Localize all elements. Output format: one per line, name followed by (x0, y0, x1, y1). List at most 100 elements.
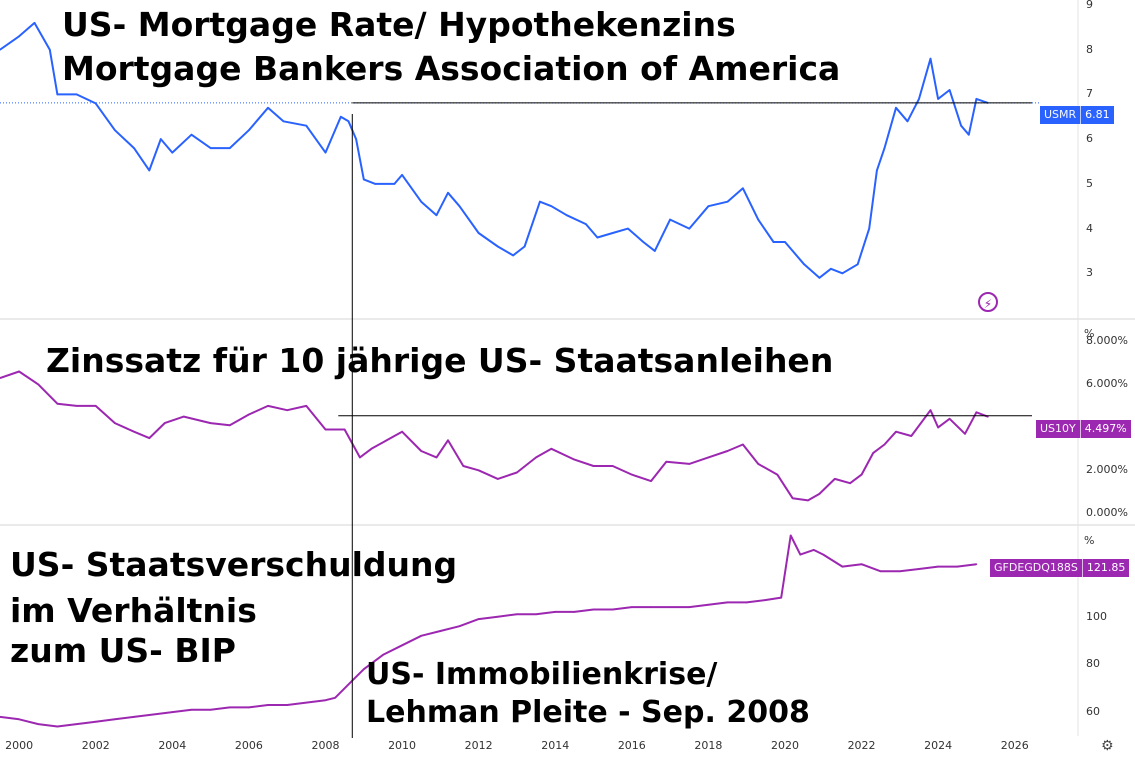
treasury-point (462, 465, 465, 467)
treasury-point (267, 405, 269, 407)
treasury-last-value: 4.497% (1079, 420, 1131, 438)
debt-point (190, 709, 193, 711)
treasury-point (860, 473, 863, 476)
debt-point (353, 677, 356, 680)
debt-point (401, 644, 403, 647)
treasury-point (516, 471, 518, 474)
mortgage-point (18, 35, 20, 38)
treasury-title: Zinssatz für 10 jährige US- Staatsanleih… (46, 341, 834, 380)
mortgage-y-tick: 6 (1086, 132, 1093, 146)
mortgage-y-tick: 3 (1086, 266, 1093, 280)
treasury-point (929, 409, 932, 412)
debt-point (707, 604, 710, 606)
debt-point (918, 568, 920, 570)
debt-point (535, 613, 537, 616)
debt-point (229, 706, 231, 709)
treasury-point (883, 443, 886, 446)
mortgage-point (282, 120, 285, 123)
treasury-point (447, 439, 449, 442)
flash-icon[interactable]: ⚡ (978, 292, 998, 312)
debt-point (343, 687, 346, 690)
mortgage-symbol: USMR (1044, 108, 1077, 121)
treasury-point (75, 405, 78, 407)
mortgage-series-line (0, 21, 989, 279)
mortgage-point (841, 272, 844, 275)
mortgage-point (883, 147, 886, 149)
debt-point (56, 725, 59, 728)
debt-y-tick: 60 (1086, 705, 1100, 719)
debt-point (458, 625, 461, 627)
mortgage-point (148, 169, 151, 172)
mortgage-point (539, 200, 541, 203)
x-tick-label: 2004 (158, 739, 187, 752)
treasury-point (964, 433, 966, 435)
mortgage-point (190, 133, 193, 136)
debt-point (324, 699, 327, 701)
treasury-point (631, 473, 633, 476)
treasury-point (535, 456, 537, 459)
treasury-y-tick: 6.000% (1086, 377, 1128, 391)
debt-point (799, 553, 802, 556)
treasury-point (834, 478, 836, 480)
mortgage-point (56, 93, 59, 96)
treasury-last-value-badge: US10Y 4.497% (1036, 420, 1131, 438)
settings-icon[interactable]: ⚙ (1101, 738, 1114, 754)
debt-symbol: GFDEGDQ188S (994, 561, 1078, 574)
x-tick-label: 2018 (694, 739, 723, 752)
mortgage-y-tick: 5 (1086, 176, 1093, 190)
mortgage-y-tick: 4 (1086, 221, 1093, 235)
debt-point (363, 668, 365, 670)
debt-point (937, 565, 939, 568)
treasury-point (895, 430, 897, 433)
treasury-point (948, 418, 951, 420)
treasury-point (435, 456, 438, 459)
mortgage-point (868, 227, 870, 230)
debt-point (975, 563, 978, 565)
treasury-point (0, 377, 1, 379)
treasury-point (573, 458, 576, 461)
debt-point (497, 615, 499, 618)
treasury-point (937, 426, 939, 429)
mortgage-point (611, 232, 614, 234)
mortgage-point (347, 120, 350, 123)
treasury-point (910, 435, 913, 437)
mortgage-point (654, 250, 656, 252)
mortgage-point (340, 116, 342, 118)
mortgage-point (726, 200, 729, 203)
x-tick-label: 2000 (5, 739, 34, 752)
debt-point (267, 704, 269, 706)
treasury-point (18, 370, 20, 373)
treasury-unit-label: % (1084, 327, 1095, 340)
debt-series-line (0, 534, 977, 728)
mortgage-point (33, 22, 36, 24)
x-tick-label: 2012 (464, 739, 493, 752)
treasury-point (791, 497, 794, 500)
debt-point (171, 711, 174, 713)
mortgage-point (435, 214, 438, 216)
mortgage-point (447, 192, 449, 194)
mortgage-point (477, 232, 480, 234)
treasury-point (550, 448, 553, 450)
x-tick-label: 2026 (1000, 739, 1029, 752)
treasury-point (248, 413, 250, 416)
mortgage-point (374, 183, 377, 185)
mortgage-last-value-badge: USMR 6.81 (1040, 106, 1114, 124)
treasury-point (385, 439, 388, 442)
mortgage-point (906, 120, 909, 123)
mortgage-point (401, 174, 403, 176)
debt-point (152, 713, 154, 716)
mortgage-point (420, 200, 423, 203)
treasury-point (56, 402, 59, 405)
treasury-point (324, 428, 327, 431)
x-tick-label: 2006 (234, 739, 263, 752)
treasury-point (592, 465, 595, 467)
mortgage-point (803, 263, 805, 266)
mortgage-point (114, 129, 116, 131)
debt-point (765, 599, 767, 601)
debt-point (899, 570, 901, 573)
treasury-point (183, 415, 185, 418)
mortgage-title-line-1: US- Mortgage Rate/ Hypothekenzins (62, 5, 736, 44)
mortgage-point (75, 93, 78, 96)
mortgage-point (918, 98, 920, 100)
debt-point (780, 596, 782, 599)
